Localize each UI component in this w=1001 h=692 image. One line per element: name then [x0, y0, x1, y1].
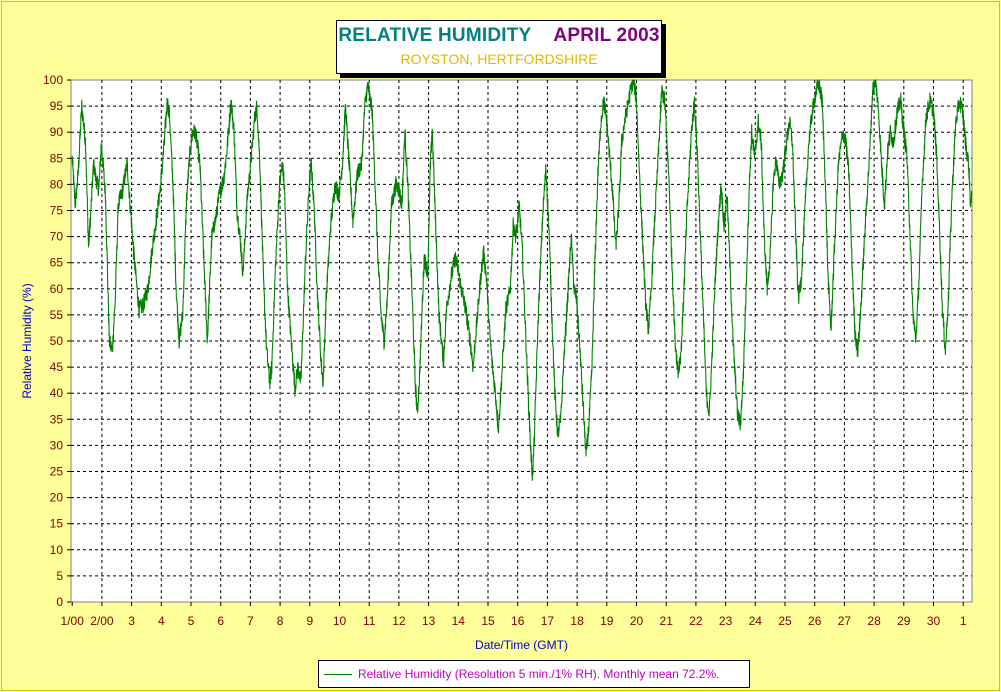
y-tick-label: 15: [50, 517, 64, 531]
x-tick-label: 28: [867, 614, 881, 628]
y-tick-label: 0: [56, 595, 63, 609]
x-tick-label: 21: [660, 614, 674, 628]
x-tick-label: 2/00: [90, 614, 114, 628]
y-tick-label: 5: [56, 569, 63, 583]
y-tick-label: 80: [50, 177, 64, 191]
chart-title-date: APRIL 2003: [553, 25, 660, 46]
legend-series-swatch: [324, 673, 352, 675]
chart-subtitle: ROYSTON, HERTFORDSHIRE: [400, 51, 598, 67]
y-tick-label: 65: [50, 256, 64, 270]
y-tick-label: 30: [50, 438, 64, 452]
y-tick-label: 10: [50, 543, 64, 557]
x-tick-label: 6: [217, 614, 224, 628]
y-tick-label: 90: [50, 125, 64, 139]
x-tick-label: 14: [452, 614, 466, 628]
y-tick-label: 45: [50, 360, 64, 374]
x-tick-label: 10: [333, 614, 347, 628]
chart-title: RELATIVE HUMIDITY: [338, 25, 532, 46]
x-tick-label: 9: [306, 614, 313, 628]
x-tick-label: 8: [277, 614, 284, 628]
x-tick-label: 29: [897, 614, 911, 628]
y-tick-label: 70: [50, 230, 64, 244]
x-tick-label: 30: [927, 614, 941, 628]
y-tick-label: 50: [50, 334, 64, 348]
y-tick-label: 75: [50, 204, 64, 218]
y-tick-label: 100: [43, 73, 63, 87]
x-tick-label: 13: [422, 614, 436, 628]
x-tick-label: 12: [392, 614, 406, 628]
x-tick-label: 19: [600, 614, 614, 628]
y-tick-label: 25: [50, 465, 64, 479]
x-tick-label: 20: [630, 614, 644, 628]
x-tick-label: 1/00: [61, 614, 85, 628]
chart-title-box: RELATIVE HUMIDITY APRIL 2003 ROYSTON, HER…: [336, 20, 662, 74]
x-tick-label: 11: [363, 614, 376, 628]
y-tick-label: 60: [50, 282, 64, 296]
x-tick-label: 26: [808, 614, 822, 628]
series-line-humidity: [71, 79, 973, 481]
x-tick-label: 25: [778, 614, 792, 628]
x-tick-label: 17: [541, 614, 555, 628]
x-tick-label: 23: [719, 614, 733, 628]
y-axis-label: Relative Humidity (%): [20, 283, 34, 398]
y-tick-label: 20: [50, 491, 64, 505]
y-tick-label: 85: [50, 151, 64, 165]
y-tick-label: 35: [50, 412, 64, 426]
x-tick-label: 16: [511, 614, 525, 628]
x-tick-label: 18: [570, 614, 584, 628]
x-tick-label: 5: [188, 614, 195, 628]
x-axis-label: Date/Time (GMT): [475, 638, 568, 652]
x-tick-label: 3: [128, 614, 135, 628]
x-tick-label: 7: [247, 614, 254, 628]
x-tick-label: 24: [749, 614, 763, 628]
x-tick-label: 22: [689, 614, 703, 628]
y-tick-label: 55: [50, 308, 64, 322]
y-tick-label: 95: [50, 99, 64, 113]
x-tick-label: 4: [158, 614, 165, 628]
y-tick-label: 40: [50, 386, 64, 400]
chart-legend: Relative Humidity (Resolution 5 min./1% …: [318, 660, 750, 688]
x-tick-label: 15: [481, 614, 495, 628]
x-tick-label: 27: [838, 614, 852, 628]
legend-series-label: Relative Humidity (Resolution 5 min./1% …: [358, 667, 720, 681]
x-tick-label: 1: [960, 614, 967, 628]
